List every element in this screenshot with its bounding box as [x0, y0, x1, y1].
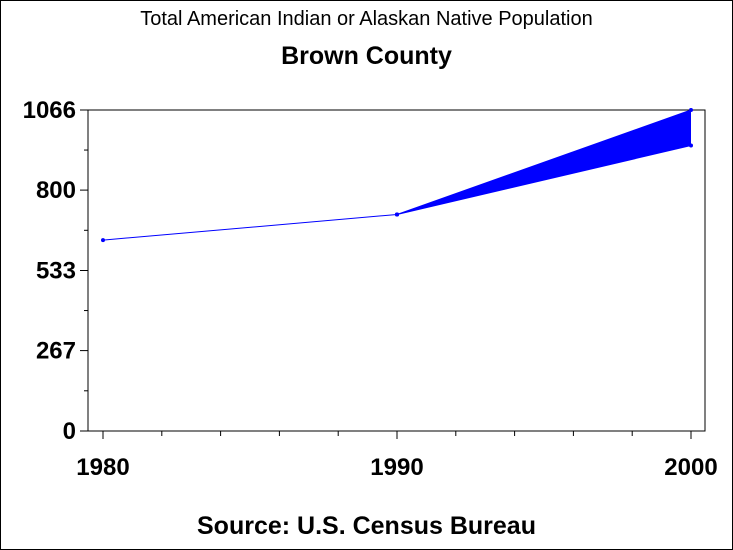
- y-tick-label: 0: [63, 418, 76, 445]
- series-line-0: [102, 213, 398, 241]
- x-tick-label: 2000: [664, 454, 717, 481]
- y-tick-label: 800: [36, 177, 76, 204]
- y-tick-label: 1066: [23, 97, 76, 124]
- series-line-2: [396, 145, 692, 215]
- y-tick-label: 533: [36, 258, 76, 285]
- data-point: [101, 238, 105, 243]
- data-point: [395, 212, 399, 217]
- x-tick-label: 1990: [370, 454, 423, 481]
- y-tick-label: 267: [36, 338, 76, 365]
- chart-footnote: Source: U.S. Census Bureau: [197, 512, 536, 540]
- x-tick-label: 1980: [76, 454, 129, 481]
- data-point: [689, 143, 693, 148]
- series-line-1: [396, 109, 692, 215]
- chart-subtitle: Brown County: [281, 42, 452, 70]
- chart-title: Total American Indian or Alaskan Native …: [140, 8, 593, 30]
- data-point: [689, 108, 693, 112]
